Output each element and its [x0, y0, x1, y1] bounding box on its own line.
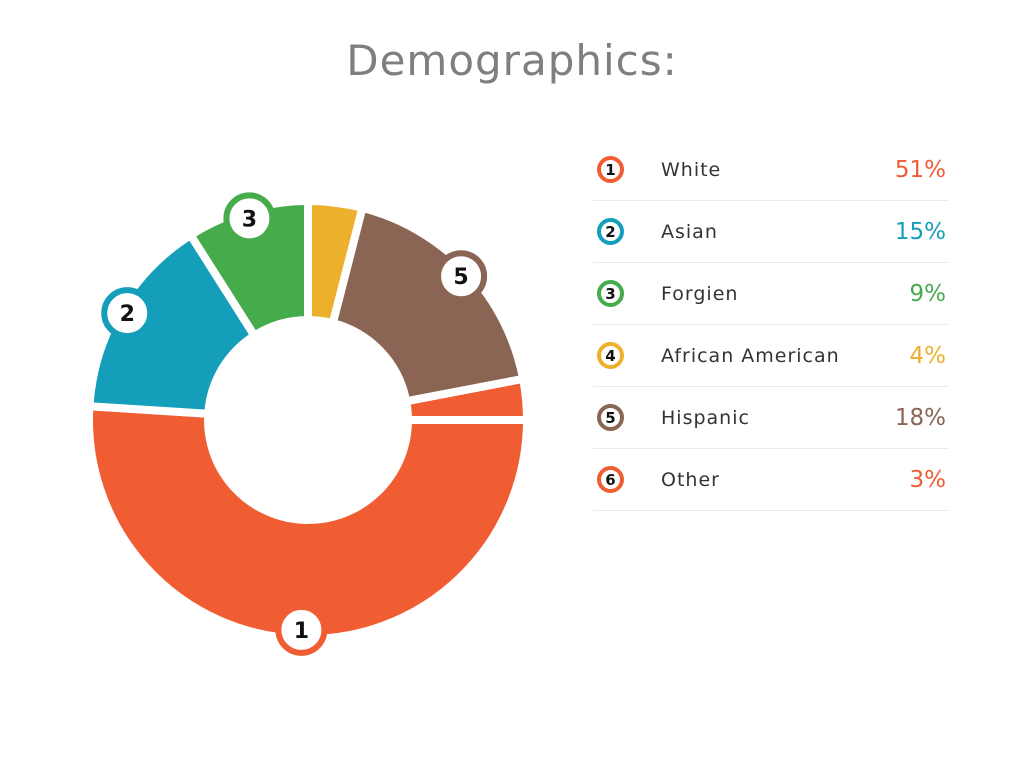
- legend-number-badge: 6: [597, 466, 624, 493]
- badge-circle: [275, 603, 328, 656]
- legend-item-hispanic: 5 Hispanic 18%: [593, 387, 948, 449]
- legend-number-badge: 4: [597, 342, 624, 369]
- slice-white: [85, 402, 532, 643]
- legend-percent: 51%: [894, 156, 946, 183]
- legend-percent: 15%: [894, 218, 946, 245]
- legend-percent: 18%: [894, 404, 946, 431]
- legend-number-badge: 2: [597, 218, 624, 245]
- legend-label: White: [661, 158, 722, 181]
- legend-number-badge: 3: [597, 280, 624, 307]
- badge-circle: [223, 192, 276, 245]
- badge-number: 3: [242, 207, 257, 232]
- slice-badge-1: 1: [275, 603, 328, 656]
- chart-title: Demographics:: [346, 36, 678, 85]
- legend: 1 White 51% 2 Asian 15% 3 Forgien 9% 4 African Ame…: [593, 139, 948, 511]
- slice-badge-5: 5: [435, 250, 488, 303]
- legend-item-african-american: 4 African American 4%: [593, 325, 948, 387]
- donut-chart: 1 2 3 5: [85, 192, 532, 656]
- badge-number: 2: [120, 302, 135, 327]
- legend-label: Asian: [661, 220, 718, 243]
- legend-percent: 4%: [909, 342, 947, 369]
- legend-percent: 3%: [909, 466, 947, 493]
- slice-hispanic: [328, 203, 528, 406]
- legend-label: African American: [661, 344, 840, 367]
- legend-label: Hispanic: [661, 406, 750, 429]
- slice-asian: [85, 229, 260, 418]
- slice-badge-3: 3: [223, 192, 276, 245]
- legend-item-asian: 2 Asian 15%: [593, 201, 948, 263]
- badge-circle: [101, 287, 154, 340]
- slice-badge-2: 2: [101, 287, 154, 340]
- legend-label: Other: [661, 468, 720, 491]
- legend-item-white: 1 White 51%: [593, 139, 948, 201]
- slice-other: [401, 374, 532, 424]
- legend-label: Forgien: [661, 282, 739, 305]
- legend-percent: 9%: [909, 280, 947, 307]
- badge-number: 5: [453, 265, 468, 290]
- badge-number: 1: [294, 619, 309, 644]
- badge-circle: [435, 250, 488, 303]
- legend-item-forgien: 3 Forgien 9%: [593, 263, 948, 325]
- legend-number-badge: 1: [597, 156, 624, 183]
- legend-number-badge: 5: [597, 404, 624, 431]
- legend-item-other: 6 Other 3%: [593, 449, 948, 511]
